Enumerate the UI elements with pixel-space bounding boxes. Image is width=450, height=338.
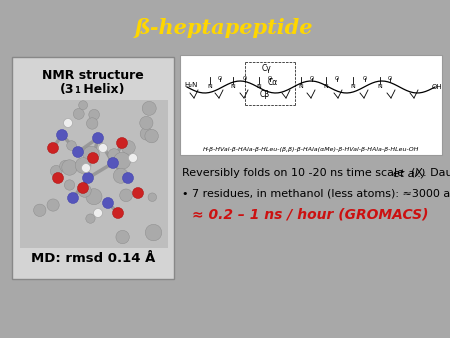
- Circle shape: [116, 230, 129, 244]
- Circle shape: [82, 172, 94, 184]
- Circle shape: [68, 193, 78, 203]
- Circle shape: [142, 101, 156, 115]
- Circle shape: [47, 199, 59, 211]
- Text: N: N: [378, 84, 382, 90]
- Circle shape: [140, 116, 153, 129]
- Text: Cα: Cα: [268, 78, 278, 87]
- Text: ß-heptapeptide: ß-heptapeptide: [135, 18, 313, 38]
- Text: OH: OH: [432, 84, 443, 90]
- Text: ≈ 0.2 – 1 ns / hour (GROMACS): ≈ 0.2 – 1 ns / hour (GROMACS): [192, 208, 428, 222]
- Text: N: N: [351, 84, 356, 90]
- Circle shape: [57, 129, 68, 141]
- Text: 1: 1: [74, 86, 80, 95]
- Text: O: O: [268, 75, 272, 80]
- FancyBboxPatch shape: [20, 100, 168, 248]
- Circle shape: [87, 152, 99, 164]
- Circle shape: [145, 224, 162, 241]
- Circle shape: [140, 127, 153, 140]
- Text: N: N: [230, 84, 235, 90]
- FancyBboxPatch shape: [180, 55, 442, 155]
- Circle shape: [53, 172, 63, 184]
- Circle shape: [75, 158, 91, 173]
- Text: (3: (3: [60, 83, 75, 96]
- Circle shape: [59, 160, 71, 172]
- Circle shape: [67, 141, 76, 150]
- Text: H₂N: H₂N: [184, 82, 198, 88]
- Text: O: O: [335, 75, 339, 80]
- Circle shape: [86, 214, 95, 223]
- Text: et al.): et al.): [392, 168, 425, 178]
- Circle shape: [112, 208, 123, 218]
- Circle shape: [86, 189, 102, 205]
- Circle shape: [79, 101, 88, 110]
- Circle shape: [122, 172, 134, 184]
- Text: Cγ: Cγ: [262, 64, 272, 73]
- Text: MD: rmsd 0.14 Å: MD: rmsd 0.14 Å: [31, 252, 155, 265]
- Circle shape: [99, 144, 108, 152]
- Circle shape: [77, 183, 89, 193]
- Circle shape: [122, 141, 135, 154]
- Text: Cβ: Cβ: [260, 90, 270, 99]
- Circle shape: [89, 110, 99, 120]
- Circle shape: [129, 153, 138, 163]
- Text: Helix): Helix): [79, 83, 125, 96]
- Circle shape: [108, 149, 121, 161]
- Circle shape: [94, 209, 103, 217]
- Circle shape: [81, 164, 90, 172]
- FancyBboxPatch shape: [12, 57, 174, 279]
- Circle shape: [48, 143, 58, 153]
- Circle shape: [34, 204, 46, 216]
- Text: O: O: [363, 75, 367, 80]
- Text: NMR structure: NMR structure: [42, 69, 144, 82]
- Circle shape: [63, 119, 72, 127]
- Circle shape: [132, 188, 144, 198]
- Circle shape: [50, 165, 62, 177]
- Text: H-β-HVal-β-HAla-β-HLeu-(β,β)-β-HAla(αMe)-β-HVal-β-HAla-β-HLeu-OH: H-β-HVal-β-HAla-β-HLeu-(β,β)-β-HAla(αMe)…: [203, 147, 419, 152]
- Circle shape: [120, 189, 132, 202]
- Circle shape: [86, 118, 98, 129]
- Text: N: N: [324, 84, 328, 90]
- Circle shape: [73, 108, 84, 119]
- Text: N: N: [207, 84, 212, 90]
- Circle shape: [78, 184, 91, 197]
- Circle shape: [103, 197, 113, 209]
- Text: Reversibly folds on 10 -20 ns time scale  (X. Daura: Reversibly folds on 10 -20 ns time scale…: [182, 168, 450, 178]
- Circle shape: [113, 152, 130, 169]
- Text: O: O: [310, 75, 314, 80]
- Text: N: N: [256, 84, 261, 90]
- Text: O: O: [218, 75, 222, 80]
- Circle shape: [117, 138, 127, 148]
- Circle shape: [148, 193, 157, 201]
- Text: O: O: [388, 75, 392, 80]
- Circle shape: [113, 168, 128, 183]
- Circle shape: [93, 132, 104, 144]
- Circle shape: [62, 160, 77, 175]
- Text: • 7 residues, in methanol (less atoms): ≈3000 at: • 7 residues, in methanol (less atoms): …: [182, 188, 450, 198]
- Text: O: O: [243, 75, 247, 80]
- Text: N: N: [299, 84, 303, 90]
- Circle shape: [108, 158, 118, 169]
- Circle shape: [145, 129, 158, 143]
- Circle shape: [64, 180, 75, 190]
- Circle shape: [83, 146, 99, 163]
- Circle shape: [72, 146, 84, 158]
